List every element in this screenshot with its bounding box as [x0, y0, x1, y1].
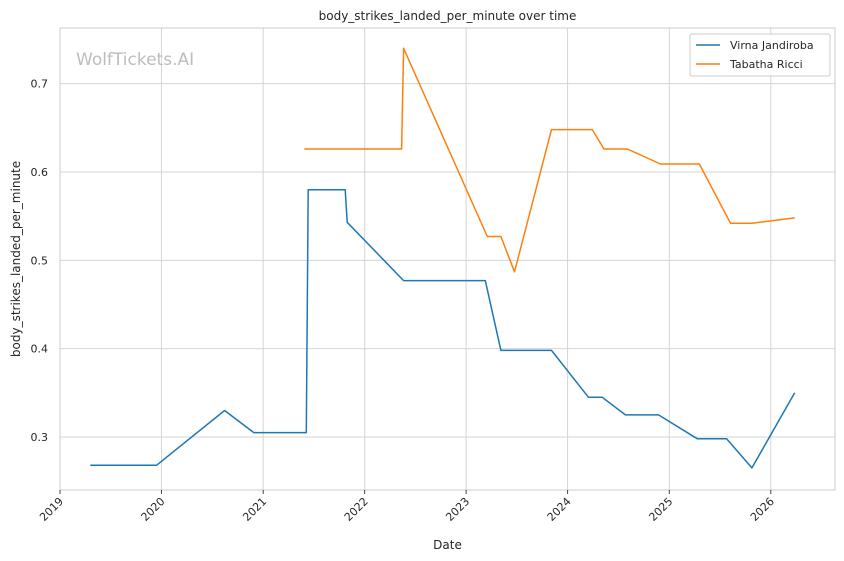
series-line-1 — [304, 47, 795, 273]
y-tick-label: 0.3 — [31, 431, 49, 444]
y-tick-label: 0.6 — [31, 166, 49, 179]
y-axis-ticks: 0.3 0.4 0.5 0.6 0.7 — [31, 78, 49, 444]
y-tick-label: 0.7 — [31, 78, 49, 91]
series-layer — [90, 47, 796, 469]
legend-box — [689, 33, 831, 77]
y-axis-label: body_strikes_landed_per_minute — [9, 161, 23, 357]
x-axis-label: Date — [433, 538, 462, 552]
gridlines — [59, 28, 835, 490]
legend-label-1: Tabatha Ricci — [729, 58, 803, 71]
chart-title: body_strikes_landed_per_minute over time — [319, 9, 577, 23]
plot-frame — [59, 27, 836, 491]
legend: Virna Jandiroba Tabatha Ricci — [689, 33, 831, 77]
y-tick-label: 0.4 — [31, 343, 49, 356]
legend-label-0: Virna Jandiroba — [730, 39, 814, 52]
series-line-0 — [90, 188, 796, 469]
watermark: WolfTickets.AI — [76, 50, 194, 70]
y-tick-label: 0.5 — [31, 254, 49, 267]
